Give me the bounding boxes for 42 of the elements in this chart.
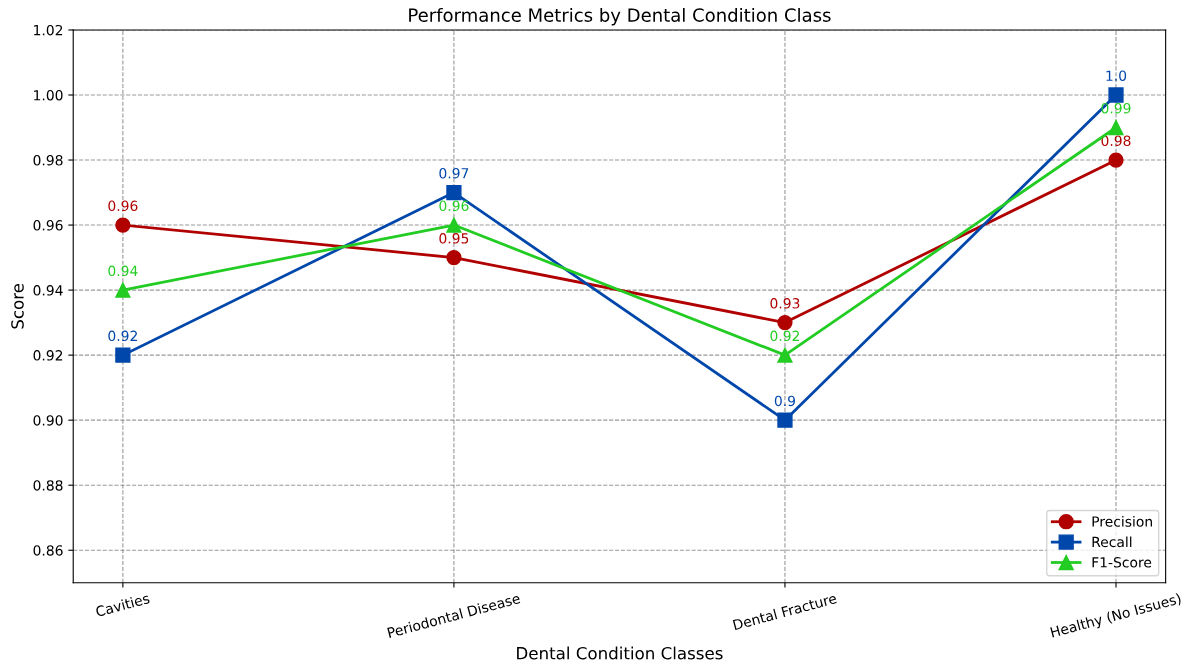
- point: [1108, 119, 1124, 136]
- data-label: 0.99: [1101, 102, 1131, 114]
- point: [777, 314, 793, 331]
- legend-label: Precision: [1092, 516, 1152, 527]
- point: [1108, 152, 1124, 168]
- point: [115, 217, 131, 233]
- y-tick-label: 0.92: [33, 350, 63, 361]
- y-tick-label: 0.90: [33, 415, 63, 426]
- legend-label: F1-Score: [1092, 557, 1152, 568]
- y-tick-label: 1.02: [34, 24, 63, 36]
- y-tick-label: 0.88: [33, 480, 63, 491]
- y-axis-title: Score: [11, 283, 24, 329]
- y-tick-label: 0.94: [33, 285, 63, 296]
- data-label: 0.96: [108, 200, 138, 212]
- x-axis-title: Dental Condition Classes: [517, 646, 723, 660]
- point: [1108, 87, 1124, 103]
- y-tick-label: 1.00: [34, 89, 63, 101]
- point: [115, 347, 131, 363]
- chart-title: Performance Metrics by Dental Condition Class: [409, 7, 831, 26]
- point: [115, 282, 131, 298]
- data-label: 0.92: [108, 330, 137, 342]
- data-label: 0.95: [439, 233, 469, 244]
- data-label: 0.94: [108, 265, 138, 277]
- y-tick-label: 0.96: [33, 220, 63, 231]
- x-tick-label: Dental Fracture: [732, 592, 838, 631]
- data-label: 0.92: [770, 330, 800, 342]
- x-tick-label: Healthy (No Issues): [1050, 592, 1181, 641]
- point: [446, 184, 462, 201]
- x-tick-label: Cavities: [95, 592, 151, 617]
- y-tick-label: 0.86: [33, 545, 63, 556]
- y-tick-label: 0.98: [33, 155, 63, 166]
- data-label: 0.9: [774, 395, 796, 407]
- data-label: 0.97: [439, 168, 469, 179]
- point: [446, 249, 462, 266]
- data-label: 0.98: [1101, 135, 1131, 147]
- point: [777, 412, 793, 428]
- legend-label: Recall: [1092, 536, 1132, 548]
- data-label: 0.96: [439, 200, 469, 212]
- point: [446, 217, 462, 233]
- data-label: 1.0: [1106, 70, 1127, 81]
- point: [777, 347, 793, 363]
- data-label: 0.93: [770, 298, 800, 309]
